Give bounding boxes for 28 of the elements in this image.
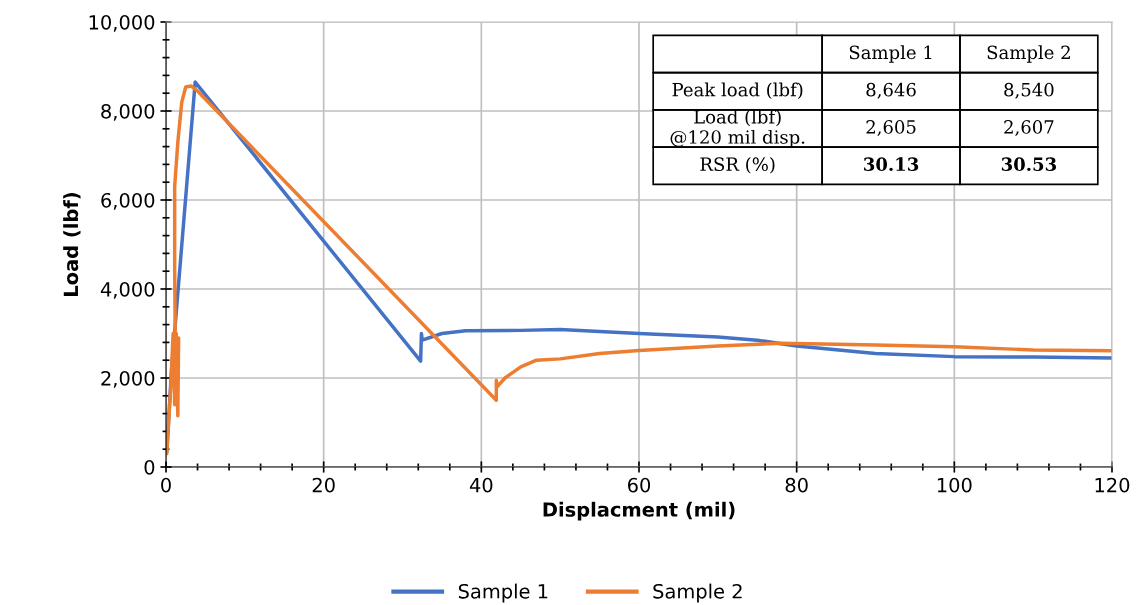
x-tick-label: 40 [469,477,493,493]
annotation: Load (lbf) @120 mil disp. [670,109,805,148]
annotation: 8,540 [1004,82,1054,99]
annotation: Sample 1 [849,45,932,63]
annotation: RSR (%) [700,157,775,174]
annotation: 2,605 [866,120,916,136]
annotation: Peak load (lbf) [672,82,803,100]
legend-label: Sample 1 [458,583,548,603]
annotation: 30.53 [1001,157,1057,172]
annotation: Sample 2 [987,45,1070,63]
x-tick-label: 20 [312,477,335,493]
x-tick-label: 60 [627,477,651,493]
x-axis-title: Displacment (mil) [543,501,735,521]
x-tick-label: 120 [1095,477,1130,493]
annotation: 2,607 [1004,120,1054,136]
y-tick-label: 0 [144,459,155,475]
x-tick-label: 80 [785,477,808,493]
x-tick-label: 100 [937,477,972,493]
y-tick-label: 6,000 [101,192,155,210]
y-tick-label: 2,000 [101,370,155,388]
y-tick-label: 8,000 [101,103,155,121]
annotation: 30.13 [864,157,919,172]
x-tick-label: 0 [161,477,171,493]
y-tick-label: 10,000 [89,14,155,32]
y-tick-label: 4,000 [100,281,155,299]
annotation: 8,646 [866,82,916,99]
legend-label: Sample 2 [653,583,742,603]
y-axis-title: Load (lbf) [63,192,81,296]
